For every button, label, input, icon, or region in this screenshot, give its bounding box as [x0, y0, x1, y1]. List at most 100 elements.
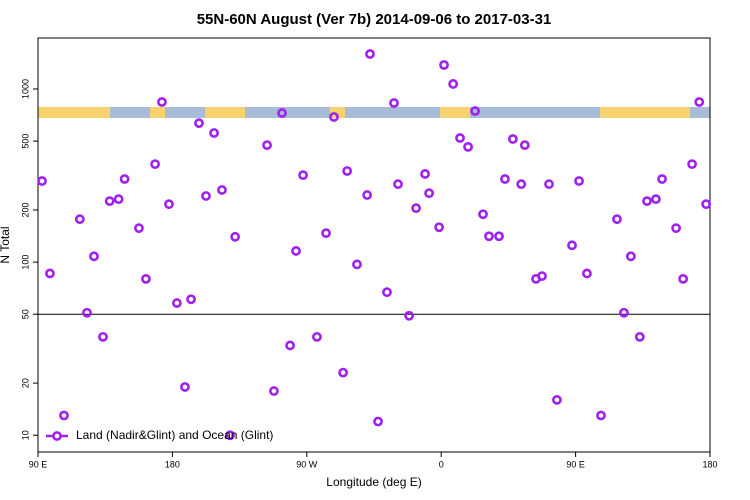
y-tick-label: 100	[20, 255, 30, 270]
point	[209, 128, 219, 138]
ocean-strip	[345, 107, 440, 118]
point	[574, 176, 584, 186]
ocean-strip	[690, 107, 710, 118]
point	[544, 179, 554, 190]
point	[186, 294, 196, 305]
ocean-strip	[470, 107, 600, 118]
point	[201, 191, 211, 201]
point	[59, 410, 69, 421]
x-tick-label: 180	[702, 459, 717, 469]
point	[411, 203, 422, 214]
point	[338, 367, 348, 378]
point	[694, 97, 705, 107]
point	[119, 174, 130, 184]
point	[225, 430, 235, 441]
point	[567, 240, 577, 251]
y-axis-label: N Total	[0, 226, 12, 263]
point	[671, 223, 682, 234]
point	[687, 159, 697, 170]
point	[373, 416, 383, 427]
y-tick-label: 200	[20, 202, 30, 217]
point	[230, 231, 241, 242]
point	[507, 134, 518, 144]
point	[134, 223, 144, 234]
point	[194, 118, 204, 129]
plot-frame	[37, 37, 711, 453]
point	[424, 188, 435, 199]
point	[89, 251, 99, 262]
point	[291, 246, 301, 256]
x-tick-label: 90 E	[29, 459, 48, 469]
point	[500, 174, 510, 184]
map-strip	[38, 107, 710, 118]
point	[701, 199, 712, 210]
point	[625, 251, 636, 262]
point	[612, 214, 622, 225]
point	[164, 199, 174, 210]
point	[113, 194, 124, 205]
point	[98, 331, 108, 342]
point	[342, 166, 353, 176]
point	[180, 382, 190, 392]
point	[393, 179, 403, 190]
point	[285, 340, 295, 351]
point	[434, 222, 445, 233]
point	[269, 386, 279, 396]
point	[484, 231, 494, 242]
point	[277, 108, 287, 118]
point	[82, 307, 92, 318]
y-tick-label: 10	[20, 430, 30, 440]
ocean-strip	[245, 107, 330, 118]
point	[217, 185, 227, 195]
point	[104, 196, 115, 207]
point	[389, 98, 399, 108]
x-tick-label: 90 E	[566, 459, 585, 469]
y-tick-label: 20	[20, 378, 30, 388]
point	[150, 159, 160, 170]
point	[619, 307, 629, 318]
point	[448, 79, 459, 89]
point	[321, 228, 331, 239]
point	[552, 394, 562, 405]
point	[582, 268, 592, 279]
chart-title: 55N-60N August (Ver 7b) 2014-09-06 to 20…	[197, 11, 552, 28]
legend-marker	[52, 431, 62, 441]
point	[596, 410, 606, 421]
x-tick-label: 180	[165, 459, 180, 469]
legend-label: Land (Nadir&Glint) and Ocean (Glint)	[76, 428, 273, 442]
point	[45, 268, 55, 279]
point	[439, 60, 449, 70]
point	[404, 310, 414, 321]
point	[470, 106, 480, 116]
point	[312, 331, 322, 342]
point	[634, 331, 645, 342]
point	[651, 194, 661, 205]
point	[298, 170, 308, 181]
point	[141, 273, 151, 284]
point	[537, 271, 547, 282]
point	[365, 49, 375, 59]
point	[519, 140, 530, 151]
ocean-strip	[110, 107, 150, 118]
y-tick-label: 1000	[20, 79, 30, 99]
point	[678, 273, 689, 284]
point	[657, 174, 667, 184]
point	[362, 190, 373, 200]
point	[420, 169, 430, 179]
point	[642, 196, 652, 207]
point	[478, 209, 488, 220]
point	[352, 259, 362, 270]
y-tick-label: 500	[20, 134, 30, 149]
ocean-strip	[165, 107, 205, 118]
x-axis-label: Longitude (deg E)	[326, 475, 421, 489]
x-tick-label: 90 W	[296, 459, 318, 469]
point	[329, 112, 339, 122]
point	[382, 287, 392, 298]
point	[262, 140, 272, 151]
point	[74, 214, 85, 225]
y-tick-label: 50	[20, 309, 30, 319]
point	[516, 179, 527, 190]
point	[455, 133, 465, 143]
